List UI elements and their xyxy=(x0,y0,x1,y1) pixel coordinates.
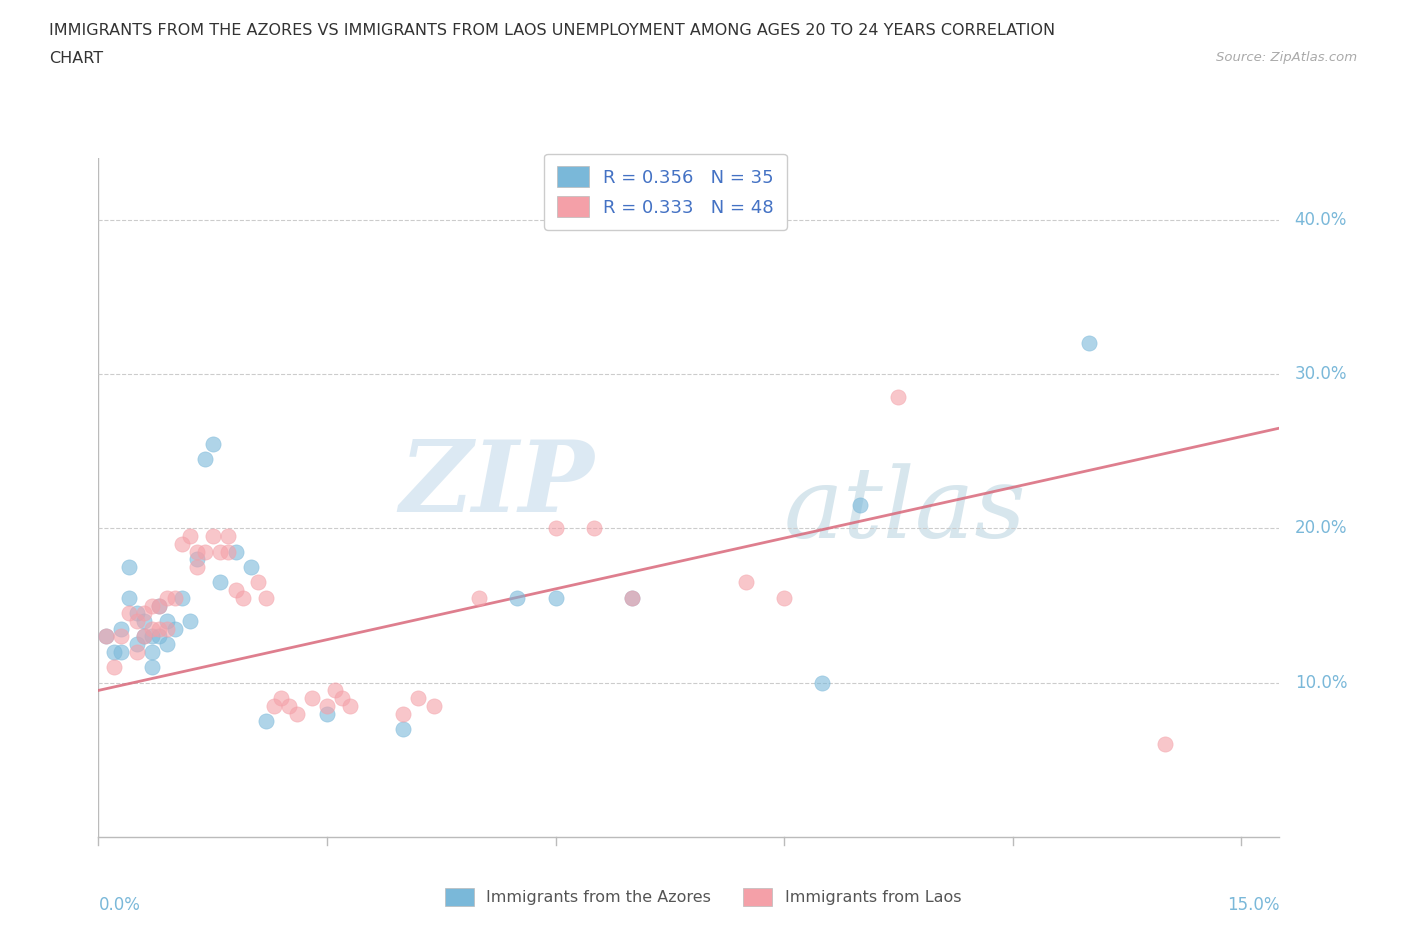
Point xyxy=(468,591,491,605)
Point xyxy=(125,614,148,629)
Point xyxy=(1154,737,1177,751)
Point xyxy=(582,521,605,536)
Point xyxy=(141,598,163,613)
Text: ZIP: ZIP xyxy=(399,436,595,532)
Point xyxy=(392,722,415,737)
Text: 0.0%: 0.0% xyxy=(98,896,141,913)
Point xyxy=(172,537,194,551)
Point xyxy=(186,544,208,559)
Point xyxy=(118,591,141,605)
Text: 40.0%: 40.0% xyxy=(1295,211,1347,229)
Point xyxy=(134,614,156,629)
Point xyxy=(186,551,208,566)
Text: CHART: CHART xyxy=(49,51,103,66)
Point xyxy=(323,683,346,698)
Point xyxy=(141,621,163,636)
Point xyxy=(134,605,156,620)
Point xyxy=(209,544,232,559)
Point xyxy=(339,698,361,713)
Legend: R = 0.356   N = 35, R = 0.333   N = 48: R = 0.356 N = 35, R = 0.333 N = 48 xyxy=(544,153,787,230)
Point xyxy=(217,528,239,543)
Text: atlas: atlas xyxy=(783,463,1026,559)
Point xyxy=(156,614,179,629)
Point xyxy=(125,644,148,659)
Point xyxy=(148,598,170,613)
Text: Source: ZipAtlas.com: Source: ZipAtlas.com xyxy=(1216,51,1357,64)
Point xyxy=(225,544,247,559)
Point xyxy=(301,691,323,706)
Legend: Immigrants from the Azores, Immigrants from Laos: Immigrants from the Azores, Immigrants f… xyxy=(439,882,967,912)
Point xyxy=(110,621,132,636)
Point xyxy=(103,660,125,675)
Point xyxy=(186,560,208,575)
Point xyxy=(94,629,117,644)
Point xyxy=(163,621,186,636)
Point xyxy=(94,629,117,644)
Point xyxy=(225,583,247,598)
Point xyxy=(156,621,179,636)
Point xyxy=(735,575,758,590)
Point xyxy=(232,591,254,605)
Point xyxy=(254,591,277,605)
Point xyxy=(330,691,353,706)
Point xyxy=(544,521,567,536)
Point xyxy=(134,629,156,644)
Point xyxy=(217,544,239,559)
Point xyxy=(179,614,201,629)
Point xyxy=(110,644,132,659)
Point xyxy=(194,452,217,467)
Point xyxy=(392,706,415,721)
Text: IMMIGRANTS FROM THE AZORES VS IMMIGRANTS FROM LAOS UNEMPLOYMENT AMONG AGES 20 TO: IMMIGRANTS FROM THE AZORES VS IMMIGRANTS… xyxy=(49,23,1056,38)
Point xyxy=(125,605,148,620)
Point xyxy=(316,698,339,713)
Point xyxy=(156,591,179,605)
Point xyxy=(254,714,277,729)
Text: 15.0%: 15.0% xyxy=(1227,896,1279,913)
Point xyxy=(103,644,125,659)
Point xyxy=(141,660,163,675)
Point xyxy=(179,528,201,543)
Point xyxy=(172,591,194,605)
Text: 20.0%: 20.0% xyxy=(1295,520,1347,538)
Text: 30.0%: 30.0% xyxy=(1295,365,1347,383)
Point xyxy=(422,698,444,713)
Point xyxy=(247,575,270,590)
Point xyxy=(141,644,163,659)
Point xyxy=(263,698,285,713)
Point xyxy=(209,575,232,590)
Point xyxy=(544,591,567,605)
Point xyxy=(408,691,430,706)
Point xyxy=(134,629,156,644)
Point xyxy=(620,591,643,605)
Point xyxy=(141,629,163,644)
Point xyxy=(285,706,308,721)
Point xyxy=(316,706,339,721)
Point xyxy=(506,591,529,605)
Point xyxy=(118,560,141,575)
Point xyxy=(849,498,872,512)
Point xyxy=(887,390,910,405)
Point xyxy=(773,591,796,605)
Point xyxy=(811,675,834,690)
Point xyxy=(194,544,217,559)
Point xyxy=(201,528,224,543)
Point xyxy=(148,621,170,636)
Point xyxy=(156,637,179,652)
Point xyxy=(270,691,292,706)
Point xyxy=(277,698,299,713)
Point xyxy=(125,637,148,652)
Point xyxy=(110,629,132,644)
Point xyxy=(148,598,170,613)
Point xyxy=(620,591,643,605)
Text: 10.0%: 10.0% xyxy=(1295,673,1347,692)
Point xyxy=(201,436,224,451)
Point xyxy=(118,605,141,620)
Point xyxy=(239,560,262,575)
Point xyxy=(1078,336,1101,351)
Point xyxy=(148,629,170,644)
Point xyxy=(163,591,186,605)
